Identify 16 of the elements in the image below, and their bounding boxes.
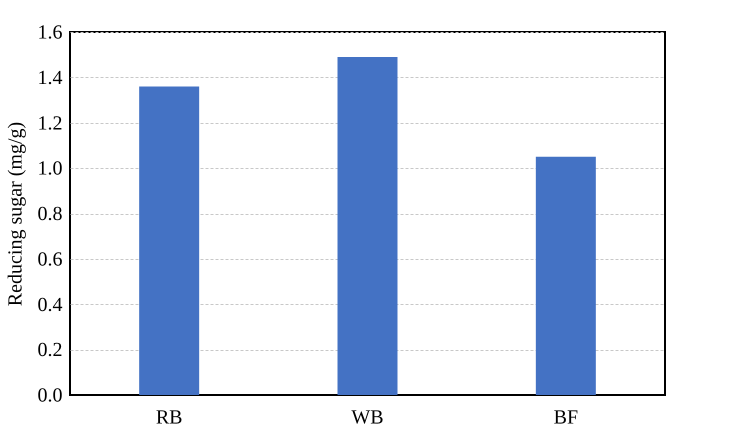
y-tick-label: 0.4	[38, 294, 62, 316]
bar	[536, 156, 596, 395]
y-tick-label: 0.2	[38, 339, 62, 362]
y-tick-label: 1.2	[38, 112, 62, 134]
x-tick-label: WB	[351, 406, 384, 428]
y-tick-label: 1.6	[38, 22, 62, 44]
x-tick-label: BF	[554, 406, 578, 428]
y-tick-label: 0.6	[38, 248, 62, 270]
y-tick-label: 0.0	[38, 384, 62, 406]
y-axis-title: Reducing sugar (mg/g)	[4, 122, 26, 306]
y-tick-label: 1.4	[38, 66, 62, 89]
y-tick-label: 0.8	[38, 203, 62, 225]
bar	[139, 86, 200, 395]
bar	[338, 56, 398, 395]
y-tick-label: 1.0	[38, 158, 62, 180]
x-tick-label: RB	[156, 406, 183, 428]
